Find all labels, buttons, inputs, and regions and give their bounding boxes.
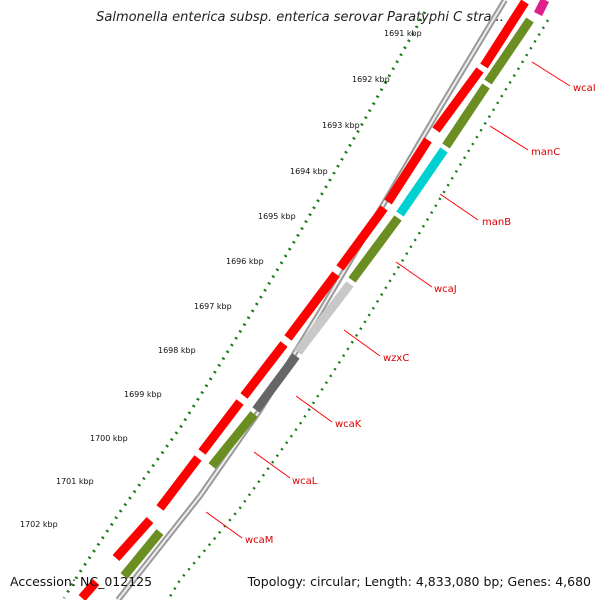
forward-cds-segment[interactable] bbox=[384, 137, 432, 205]
genome-summary: Topology: circular; Length: 4,833,080 bp… bbox=[247, 574, 591, 589]
tick-label: 1696 kbp bbox=[226, 257, 264, 266]
leader-line bbox=[343, 329, 381, 357]
leader-line bbox=[205, 511, 243, 539]
tick-label: 1702 kbp bbox=[20, 520, 58, 529]
dark-gray-cds[interactable] bbox=[252, 353, 300, 413]
forward-cds-segment[interactable] bbox=[240, 341, 288, 399]
olive-cds[interactable] bbox=[208, 411, 258, 469]
tick-labels: 1691 kbp 1692 kbp 1693 kbp 1694 kbp 1695… bbox=[20, 29, 422, 529]
tick-label: 1691 kbp bbox=[384, 29, 422, 38]
forward-cds-segment[interactable] bbox=[112, 516, 154, 562]
forward-cds-segment[interactable] bbox=[198, 399, 244, 455]
leader-line bbox=[531, 61, 571, 87]
forward-cds-segment[interactable] bbox=[78, 579, 100, 600]
olive-cds[interactable] bbox=[484, 17, 534, 85]
tick-label: 1700 kbp bbox=[90, 434, 128, 443]
gene-label[interactable]: wcaK bbox=[335, 419, 362, 430]
forward-cds-segment[interactable] bbox=[432, 67, 484, 133]
gene-label[interactable]: wcaI bbox=[573, 83, 596, 94]
accession-label: Accession: NC_012125 bbox=[10, 574, 153, 589]
gene-label[interactable]: wcaL bbox=[292, 476, 318, 487]
forward-cds-track bbox=[78, 0, 529, 600]
olive-cds[interactable] bbox=[348, 215, 402, 283]
gene-label[interactable]: wzxC bbox=[383, 353, 409, 364]
gene-label[interactable]: wcaM bbox=[245, 535, 273, 546]
tick-label: 1697 kbp bbox=[194, 302, 232, 311]
forward-cds-segment[interactable] bbox=[336, 205, 388, 271]
forward-cds-segment[interactable] bbox=[284, 271, 340, 341]
gene-label[interactable]: wcaJ bbox=[434, 284, 457, 295]
leader-line bbox=[253, 451, 291, 479]
tick-label: 1698 kbp bbox=[158, 346, 196, 355]
gene-label[interactable]: manC bbox=[531, 147, 560, 158]
cyan-cds[interactable] bbox=[396, 147, 448, 217]
tick-label: 1699 kbp bbox=[124, 390, 162, 399]
tick-ruler-inner bbox=[62, 11, 427, 599]
tick-label: 1701 kbp bbox=[56, 477, 94, 486]
olive-cds[interactable] bbox=[120, 529, 164, 579]
map-title: Salmonella enterica subsp. enterica sero… bbox=[96, 10, 504, 25]
gene-leaders bbox=[205, 61, 571, 539]
leader-line bbox=[439, 193, 479, 221]
forward-cds-segment[interactable] bbox=[156, 455, 202, 511]
gene-label[interactable]: manB bbox=[482, 217, 511, 228]
forward-cds-segment[interactable] bbox=[480, 0, 529, 69]
gene-labels: wcaI manC manB wcaJ wzxC wcaK wcaL wcaM bbox=[245, 83, 596, 546]
light-gray-cds[interactable] bbox=[294, 281, 354, 355]
tick-label: 1694 kbp bbox=[290, 167, 328, 176]
leader-line bbox=[295, 395, 333, 423]
magenta-cds[interactable] bbox=[533, 0, 550, 17]
tick-label: 1692 kbp bbox=[352, 75, 390, 84]
tick-label: 1695 kbp bbox=[258, 212, 296, 221]
reverse-cds-track bbox=[120, 0, 550, 579]
leader-line bbox=[489, 125, 529, 151]
olive-cds[interactable] bbox=[442, 83, 490, 149]
leader-line bbox=[395, 261, 433, 288]
tick-label: 1693 kbp bbox=[322, 121, 360, 130]
